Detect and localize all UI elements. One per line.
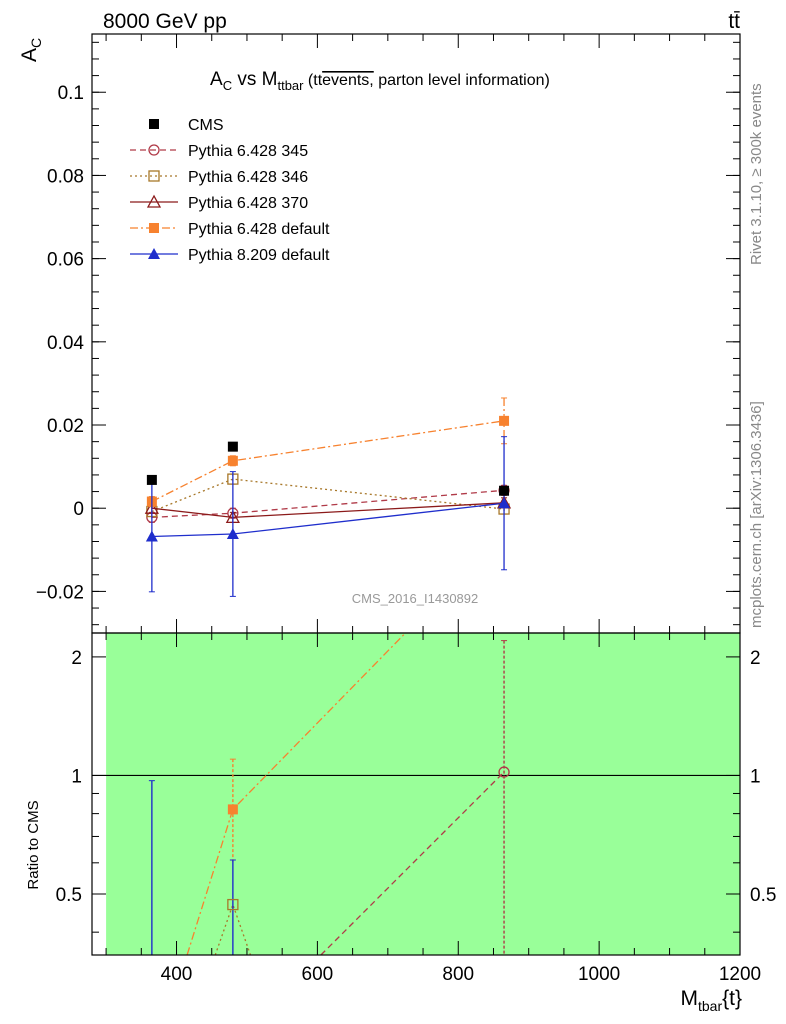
legend-label: Pythia 8.209 default: [188, 247, 330, 264]
x-tick-label: 400: [161, 964, 193, 985]
cms-data-point: [146, 474, 157, 485]
ratio-y-tick-label: 1: [71, 766, 82, 787]
legend-label: Pythia 6.428 345: [188, 143, 308, 160]
analysis-watermark: CMS_2016_I1430892: [352, 591, 479, 606]
series-point-4: [498, 497, 511, 509]
cms-data-point: [499, 485, 510, 496]
main-y-tick-label: 0.06: [47, 250, 84, 271]
legend-label: Pythia 6.428 346: [188, 169, 308, 186]
energy-label: 8000 GeV pp: [103, 10, 227, 33]
legend-label: Pythia 6.428 default: [188, 221, 330, 238]
series-line-4: [151, 502, 505, 538]
series-line-3: [151, 420, 505, 503]
x-axis-label: Mtbar{t}: [681, 987, 743, 1014]
main-y-tick-label: 0.02: [47, 416, 84, 437]
main-y-tick-label: 0.08: [47, 166, 84, 187]
x-tick-label: 1000: [578, 964, 620, 985]
legend-marker: [146, 194, 162, 208]
main-y-tick-label: 0: [73, 499, 84, 520]
legend-marker: [148, 170, 160, 182]
mcplots-label: mcplots.cern.ch [arXiv:1306.3436]: [748, 401, 765, 628]
x-tick-label: 800: [442, 964, 474, 985]
x-tick-label: 1200: [719, 964, 761, 985]
legend-marker: [148, 144, 160, 156]
ratio-y-tick-label-right: 1: [750, 766, 761, 787]
ratio-plot-frame: [91, 632, 741, 956]
series-point-4: [226, 527, 239, 539]
legend-marker: [149, 119, 159, 129]
ratio-y-tick-label: 0.5: [56, 885, 82, 906]
legend-marker: [148, 248, 160, 259]
series-point-3: [499, 415, 510, 426]
main-y-tick-label: −0.02: [36, 582, 84, 603]
ratio-point-pythia6-346: [227, 898, 239, 911]
ratio-y-tick-label-right: 0.5: [750, 885, 776, 906]
main-y-tick-label: 0.04: [47, 333, 84, 354]
legend-label: Pythia 6.428 370: [188, 195, 308, 212]
series-line-0: [151, 489, 505, 519]
ratio-y-tick-label: 2: [71, 648, 82, 669]
ratio-uncertainty-band: [106, 633, 740, 955]
process-label: tt̄: [728, 10, 740, 33]
legend-marker: [149, 223, 159, 233]
ratio-line-pythia6-default: [186, 632, 406, 956]
chart-title: AC vs Mttbar (ttevents, parton level inf…: [210, 69, 550, 93]
ratio-point-pythia6-default: [227, 804, 238, 815]
ratio-line-pythia6-345: [320, 771, 505, 956]
x-tick-label: 600: [302, 964, 334, 985]
main-y-tick-label: 0.1: [58, 83, 84, 104]
rivet-label: Rivet 3.1.10, ≥ 300k events: [748, 83, 765, 265]
series-point-4: [145, 530, 158, 542]
ratio-point-pythia6-345: [498, 766, 510, 778]
ratio-y-tick-label-right: 2: [750, 648, 761, 669]
y-axis-label: AC: [18, 38, 44, 62]
legend-label: CMS: [188, 117, 224, 134]
cms-data-point: [227, 441, 238, 452]
series-point-3: [227, 455, 238, 466]
ratio-y-axis-label: Ratio to CMS: [25, 800, 42, 889]
